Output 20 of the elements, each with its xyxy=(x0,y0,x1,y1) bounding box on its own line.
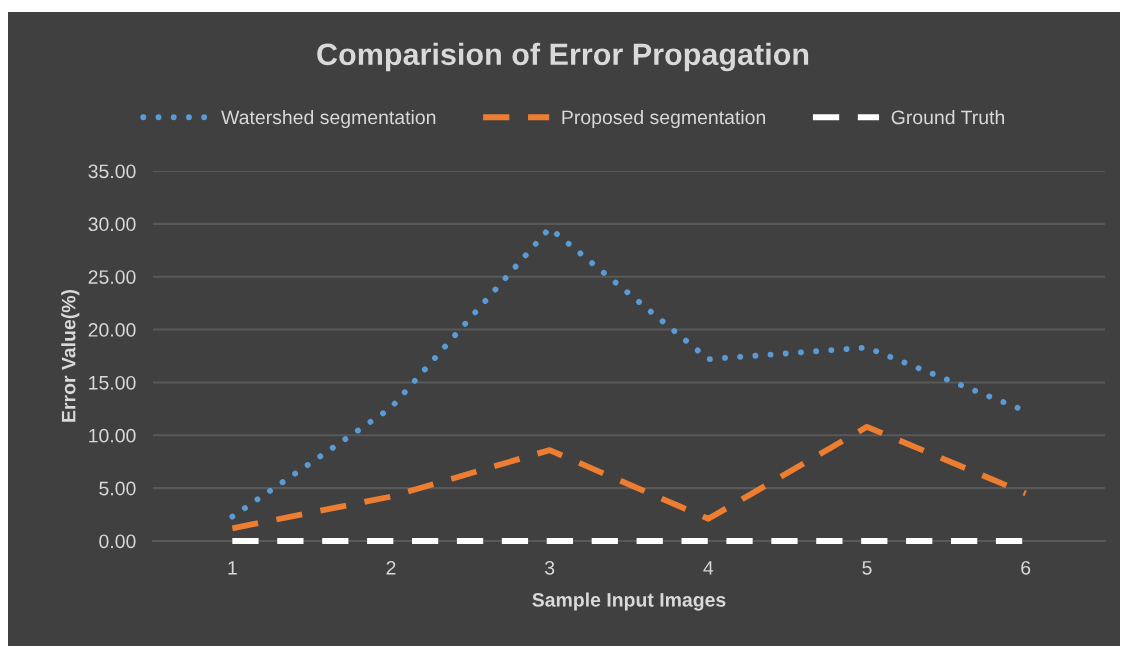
legend-label: Watershed segmentation xyxy=(221,109,436,129)
x-tick-label: 2 xyxy=(386,560,396,575)
x-tick-label: 6 xyxy=(1021,560,1031,575)
x-tick-label: 4 xyxy=(703,561,714,575)
x-tick-label: 5 xyxy=(862,561,872,575)
y-tick-label: 20.00 xyxy=(88,323,136,337)
legend-label: Ground Truth xyxy=(891,109,1005,125)
y-tick-label: 25.00 xyxy=(88,270,136,284)
x-axis-title: Sample Input Images xyxy=(532,592,726,611)
y-tick-label: 0.00 xyxy=(99,534,136,549)
y-tick-label: 30.00 xyxy=(88,217,136,232)
legend-label: Proposed segmentation xyxy=(562,109,766,129)
x-tick-label: 1 xyxy=(228,561,237,575)
x-tick-label: 3 xyxy=(545,560,555,575)
y-axis-title: Error Value(%) xyxy=(61,289,80,422)
y-tick-label: 10.00 xyxy=(89,428,136,443)
y-tick-label: 15.00 xyxy=(89,375,136,390)
y-tick-label: 35.00 xyxy=(88,164,136,179)
y-tick-label: 5.00 xyxy=(99,481,136,496)
chart-title: Comparision of Error Propagation xyxy=(317,42,809,72)
